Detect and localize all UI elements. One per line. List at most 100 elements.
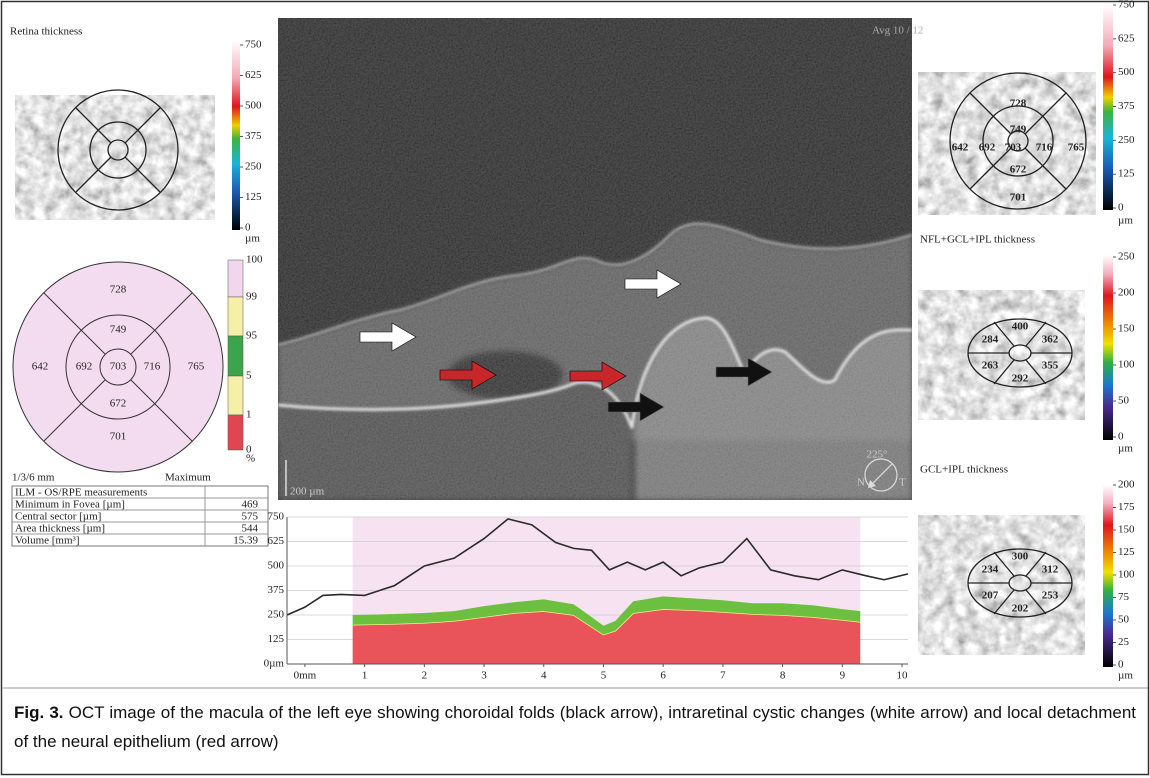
scale-unit: µm	[1118, 215, 1133, 227]
sector-value: 716	[144, 361, 161, 373]
grid-label: 1/3/6 mm	[12, 472, 55, 484]
fundus-image	[918, 290, 1085, 420]
sector-value: 202	[1012, 603, 1029, 615]
color-bar	[1103, 485, 1113, 667]
scale-label: 1	[246, 409, 252, 421]
scale-label: 625	[245, 69, 262, 81]
scale-label: 500	[1118, 66, 1135, 78]
scale-unit: µm	[1118, 443, 1133, 455]
scale-label: 150	[1118, 323, 1135, 335]
sector-value: 642	[952, 142, 969, 154]
scale-label: 25	[1118, 636, 1130, 648]
scale-label: 100	[246, 254, 263, 266]
sector-value: 716	[1036, 142, 1053, 154]
x-tick-label: 9	[840, 670, 846, 682]
normative-band	[227, 335, 244, 377]
normative-band	[227, 296, 244, 337]
oct-label: N	[857, 477, 865, 489]
x-tick-label: 8	[780, 670, 786, 682]
table-label: Central sector [µm]	[15, 511, 101, 523]
scale-label: 250	[245, 161, 262, 173]
scale-label: 375	[245, 130, 262, 142]
fundus-image	[918, 515, 1085, 655]
sector-value: 400	[1012, 321, 1029, 333]
scale-label: 0	[245, 222, 251, 234]
scale-unit: %	[246, 453, 255, 465]
thickness-line	[286, 518, 909, 616]
sector-value: 642	[32, 361, 49, 373]
thickness-layer	[352, 596, 861, 635]
scale-label: 500	[245, 100, 262, 112]
sector-chart	[12, 261, 224, 473]
etdrs-grid	[57, 89, 179, 211]
x-tick-label: 5	[601, 670, 607, 682]
table-value: 544	[242, 523, 259, 535]
sector-value: 749	[1010, 124, 1027, 136]
fundus-image	[15, 95, 215, 220]
scale-label: 0	[1118, 431, 1124, 443]
sector-value: 692	[76, 361, 93, 373]
scale-label: 200	[1118, 479, 1135, 491]
scale-label: 625	[1118, 32, 1135, 44]
color-bar	[1103, 255, 1113, 440]
color-bar	[232, 40, 240, 230]
oct-label: 200 µm	[290, 486, 325, 498]
table-label: Area thickness [µm]	[15, 523, 105, 535]
scale-unit: µm	[245, 233, 260, 245]
scale-label: 750	[1118, 0, 1135, 11]
scale-label: 200	[1118, 287, 1135, 299]
scale-label: 100	[1118, 359, 1135, 371]
scale-label: 250	[1118, 251, 1135, 263]
x-tick-label: 2	[422, 670, 428, 682]
sector-value: 692	[979, 142, 996, 154]
scale-label: 50	[1118, 614, 1130, 626]
sector-value: 728	[1010, 98, 1027, 110]
scale-label: 125	[1118, 546, 1135, 558]
fundus-image	[918, 72, 1096, 215]
sector-value: 207	[982, 590, 999, 602]
sector-value: 672	[1010, 164, 1027, 176]
sector-value: 284	[982, 334, 999, 346]
caption-text: OCT image of the macula of the left eye …	[14, 703, 1136, 751]
y-tick-label: 625	[268, 535, 285, 547]
table-value: 575	[242, 511, 259, 523]
sector-value: 263	[982, 360, 999, 372]
normative-band	[227, 375, 244, 416]
scale-label: 100	[1118, 569, 1135, 581]
sector-value: 312	[1042, 564, 1059, 576]
sector-value: 355	[1042, 360, 1059, 372]
x-tick-label: 1	[362, 670, 368, 682]
ganglion-grid	[967, 548, 1073, 618]
caption: Fig. 3. OCT image of the macula of the l…	[14, 698, 1136, 756]
sector-value: 701	[1010, 192, 1027, 204]
table-header: ILM - OS/RPE measurements	[15, 487, 147, 499]
sector-value: 292	[1012, 373, 1029, 385]
scale-label: 250	[1118, 134, 1135, 146]
scale-label: 125	[245, 191, 262, 203]
scale-label: 125	[1118, 168, 1135, 180]
oct-label: 225°	[867, 449, 888, 461]
color-bar	[1103, 5, 1113, 210]
normative-band	[227, 259, 244, 298]
x-tick-label: 4	[541, 670, 547, 682]
x-tick-label: 7	[720, 670, 726, 682]
x-tick-label: 3	[481, 670, 487, 682]
scale-label: 95	[246, 330, 258, 342]
table-label: Minimum in Fovea [µm]	[15, 499, 125, 511]
sector-value: 701	[110, 431, 127, 443]
mode-label: Maximum	[165, 472, 211, 484]
caption-label: Fig. 3.	[14, 703, 64, 722]
sector-value: 362	[1042, 334, 1059, 346]
scale-label: 0	[1118, 659, 1124, 671]
x-tick-label: 10	[897, 670, 909, 682]
ganglion-grid	[967, 318, 1073, 388]
x-tick-label: 6	[660, 670, 666, 682]
y-tick-label: 250	[268, 609, 285, 621]
scale-unit: µm	[1118, 670, 1133, 682]
scale-label: 0	[246, 444, 252, 456]
panel-title: GCL+IPL thickness	[920, 464, 1008, 476]
panel-title: NFL+GCL+IPL thickness	[920, 234, 1035, 246]
